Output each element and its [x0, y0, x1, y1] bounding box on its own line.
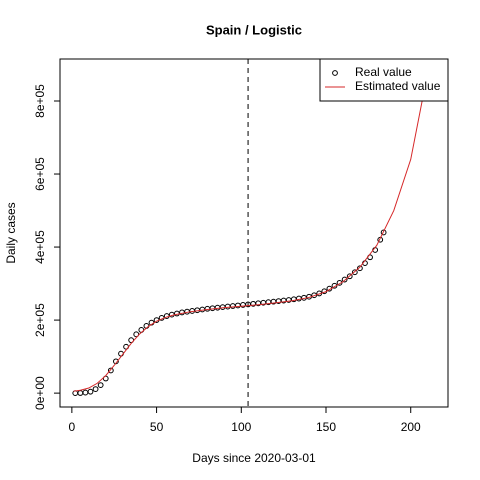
y-tick-label: 2e+05	[33, 303, 47, 337]
plot-frame	[59, 58, 449, 408]
data-point	[346, 273, 353, 280]
x-tick-label: 100	[231, 420, 251, 434]
y-axis-label: Daily cases	[4, 202, 18, 263]
legend-box	[319, 58, 449, 102]
estimate-line	[73, 89, 425, 392]
data-point	[87, 388, 94, 395]
x-tick-label: 0	[69, 420, 76, 434]
chart-title: Spain / Logistic	[206, 22, 302, 37]
data-point	[97, 382, 104, 388]
legend-label: Real value	[355, 65, 412, 79]
data-point	[107, 367, 114, 374]
y-tick-label: 4e+05	[33, 230, 47, 264]
data-point	[380, 229, 387, 236]
data-point	[356, 265, 363, 272]
y-tick-label: 6e+05	[33, 157, 47, 191]
data-point	[92, 386, 99, 393]
data-point	[341, 276, 348, 283]
x-tick-label: 150	[316, 420, 336, 434]
y-tick-label: 0e+00	[33, 376, 47, 410]
x-tick-label: 50	[150, 420, 164, 434]
legend-label: Estimated value	[355, 79, 441, 93]
x-tick-label: 200	[401, 420, 421, 434]
data-point	[351, 269, 358, 276]
legend-symbol	[332, 70, 338, 76]
y-tick-label: 8e+05	[33, 84, 47, 118]
x-axis-label: Days since 2020-03-01	[192, 451, 316, 465]
